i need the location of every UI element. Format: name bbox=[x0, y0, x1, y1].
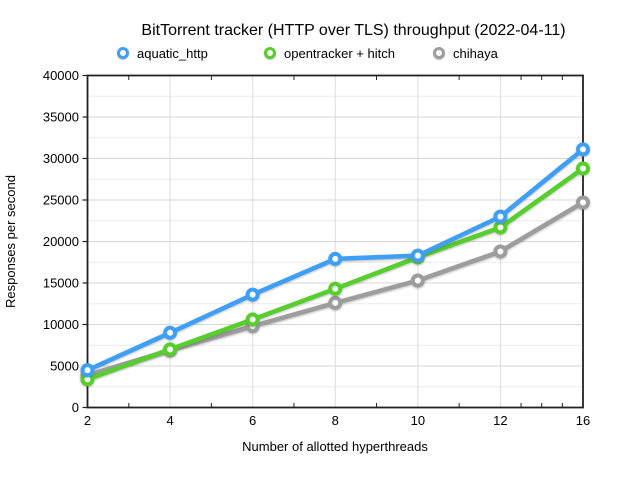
series-aquatic-http bbox=[80, 142, 590, 378]
x-tick-label: 12 bbox=[493, 413, 507, 428]
data-point-chihaya bbox=[410, 273, 425, 288]
x-tick-label: 16 bbox=[576, 413, 590, 428]
chart-title: BitTorrent tracker (HTTP over TLS) throu… bbox=[141, 22, 566, 39]
data-point-aquatic-http bbox=[328, 251, 343, 266]
data-point-aquatic-http bbox=[493, 209, 508, 224]
y-tick-label: 40000 bbox=[43, 68, 79, 83]
data-point-aquatic-http bbox=[163, 325, 178, 340]
data-point-opentracker-hitch bbox=[576, 161, 590, 176]
y-tick-label: 20000 bbox=[43, 234, 79, 249]
legend-label: aquatic_http bbox=[137, 45, 208, 61]
y-tick-label: 15000 bbox=[43, 276, 79, 291]
data-point-chihaya bbox=[576, 195, 590, 210]
legend-item-opentracker-hitch: opentracker + hitch bbox=[264, 45, 395, 61]
x-axis-title: Number of allotted hyperthreads bbox=[242, 439, 428, 454]
data-point-chihaya bbox=[493, 244, 508, 259]
x-tick-label: 6 bbox=[249, 413, 256, 428]
data-point-opentracker-hitch bbox=[163, 342, 178, 357]
x-tick-label: 2 bbox=[84, 413, 91, 428]
y-tick-label: 35000 bbox=[43, 110, 79, 125]
legend-marker-icon bbox=[433, 47, 445, 59]
data-point-opentracker-hitch bbox=[493, 220, 508, 235]
y-tick-label: 5000 bbox=[50, 359, 79, 374]
legend-label: opentracker + hitch bbox=[284, 45, 395, 61]
legend-item-aquatic-http: aquatic_http bbox=[117, 45, 208, 61]
y-tick-label: 0 bbox=[72, 400, 79, 415]
legend-marker-icon bbox=[117, 47, 129, 59]
x-tick-label: 8 bbox=[332, 413, 339, 428]
y-tick-label: 25000 bbox=[43, 193, 79, 208]
x-tick-label: 4 bbox=[166, 413, 173, 428]
legend-marker-icon bbox=[264, 47, 276, 59]
data-point-aquatic-http bbox=[245, 287, 260, 302]
data-point-aquatic-http bbox=[410, 248, 425, 263]
y-tick-label: 10000 bbox=[43, 317, 79, 332]
legend-label: chihaya bbox=[453, 45, 498, 61]
data-point-opentracker-hitch bbox=[245, 312, 260, 327]
y-tick-label: 30000 bbox=[43, 151, 79, 166]
data-point-opentracker-hitch bbox=[328, 281, 343, 296]
data-point-aquatic-http bbox=[80, 363, 95, 378]
x-tick-label: 10 bbox=[411, 413, 425, 428]
legend-item-chihaya: chihaya bbox=[433, 45, 498, 61]
data-point-chihaya bbox=[328, 295, 343, 310]
data-point-aquatic-http bbox=[576, 142, 590, 157]
